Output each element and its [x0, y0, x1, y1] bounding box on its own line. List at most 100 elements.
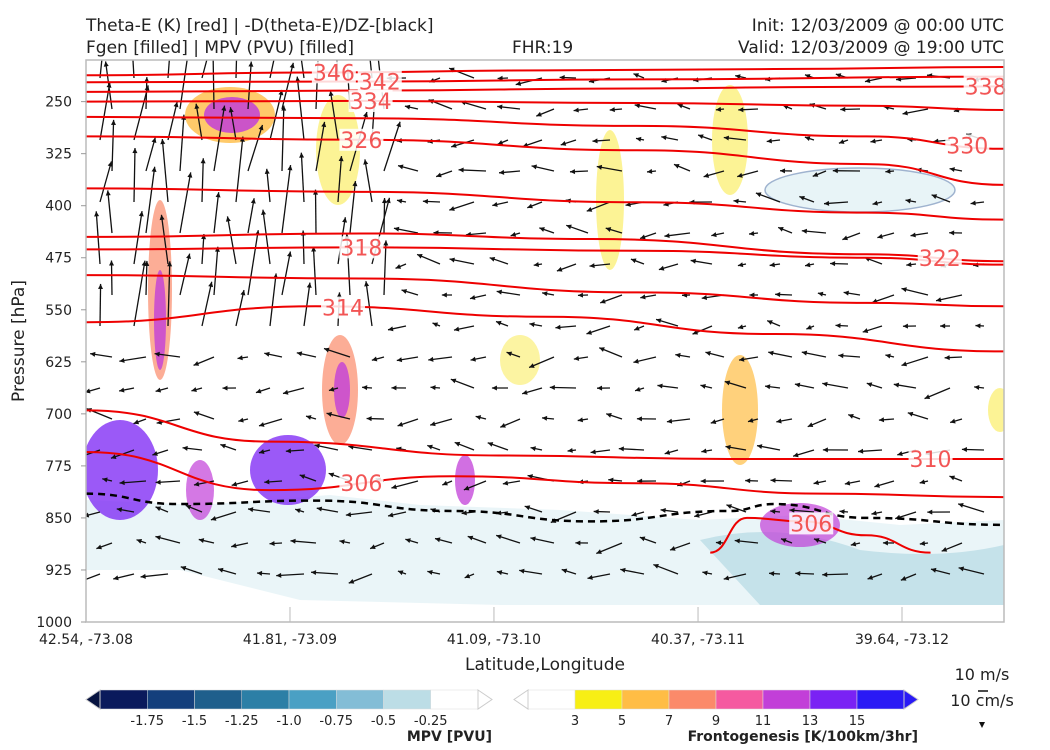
wind-vector-shaft	[266, 168, 271, 203]
wind-vector-shaft	[213, 246, 219, 296]
colorbar-segment	[809, 689, 858, 710]
wind-vector-head	[639, 536, 646, 542]
y-tick-label: 400	[45, 199, 72, 215]
contour-label-bg	[908, 447, 953, 470]
wind-vector-head	[106, 82, 112, 88]
wind-vector-shaft	[383, 240, 387, 296]
frontogenesis-colorbar: 3 5 7 9 11 13 15	[513, 689, 919, 729]
wind-vector-head	[276, 572, 282, 578]
wind-vector-head	[724, 380, 731, 386]
y-axis: 250 325 400 475 550 625 700 775 850 925 1000	[36, 95, 86, 631]
wind-vector-head	[248, 61, 254, 67]
wind-vector-head	[155, 387, 162, 393]
wind-vector-head	[194, 103, 200, 110]
wind-vector-head	[874, 482, 880, 488]
wind-vector-head	[636, 136, 642, 142]
wind-vector-head	[919, 479, 926, 485]
y-tick-label: 550	[45, 303, 72, 319]
wind-vector-head	[560, 141, 567, 146]
colorbar-tick-label: -0.5	[371, 714, 396, 729]
wind-vector-head	[631, 511, 638, 517]
wind-vector-head	[606, 412, 612, 418]
wind-vector-head	[430, 385, 436, 391]
wind-vector-head	[86, 388, 91, 394]
contour-label-bg	[357, 70, 402, 93]
wind-vector-head	[872, 200, 878, 206]
wind-vector-head	[919, 540, 926, 546]
contour-label-bg	[945, 134, 990, 157]
wind-vector-head	[737, 262, 744, 268]
wind-vector-head	[422, 198, 428, 204]
theta-e-contour-label: 322	[919, 247, 961, 272]
colorbar-segment	[194, 689, 242, 710]
wind-vector-head	[577, 292, 584, 298]
wind-vector-head	[838, 353, 844, 359]
wind-vector-head	[185, 504, 192, 510]
wind-vector-shaft	[179, 253, 191, 296]
colorbar-extend-min	[85, 689, 101, 710]
wind-vector-head	[207, 46, 212, 51]
wind-vector-head	[316, 506, 323, 512]
wind-vector-head	[155, 535, 161, 541]
wind-vector-head	[90, 351, 96, 357]
wind-vector-head	[391, 484, 397, 490]
wind-vector-head	[715, 540, 722, 546]
contour-label-bg	[339, 236, 384, 259]
wind-vector-shaft	[133, 260, 146, 327]
wind-vector-shaft	[247, 124, 264, 172]
wind-vector-head	[755, 192, 762, 198]
wind-vector-head	[259, 422, 265, 427]
wind-vector-head	[428, 356, 434, 362]
wind-vector-head	[391, 385, 397, 391]
wind-vector-head	[208, 281, 214, 288]
wind-vector-head	[530, 446, 536, 452]
title-right-2: Valid: 12/03/2009 @ 19:00 UTC	[738, 38, 1004, 58]
wind-vector-head	[397, 570, 404, 576]
wind-vector-head	[154, 351, 160, 357]
wind-vector-shaft	[281, 251, 292, 296]
wind-vector-head	[647, 168, 653, 174]
wind-vector-head	[635, 386, 641, 392]
theta-e-contour-label: 334	[350, 90, 392, 115]
wind-vector-head	[675, 352, 681, 358]
wind-vector-shaft	[281, 164, 292, 234]
wind-vector-head	[269, 540, 275, 546]
wind-vector-head	[812, 172, 819, 177]
wind-vector-head	[703, 173, 710, 178]
wind-vector-head	[600, 298, 606, 304]
wind-vector-shaft	[235, 60, 238, 79]
wind-vector-head	[264, 351, 270, 357]
wind-vector-head	[702, 570, 708, 576]
wind-vector-head	[221, 105, 227, 111]
wind-vector-shaft	[179, 60, 188, 110]
wind-vector-head	[749, 230, 755, 236]
colorbar-segment	[430, 689, 479, 710]
wind-vector-head	[363, 111, 368, 118]
wind-vector-head	[264, 479, 270, 485]
wind-vector-head	[458, 167, 464, 173]
wind-vector-shaft	[226, 216, 237, 265]
wind-vector-head	[388, 326, 394, 332]
wind-vector-shaft	[167, 60, 170, 79]
wind-vector-head	[461, 510, 467, 516]
wind-vector-head	[363, 159, 369, 165]
colorbar-tick-label: -0.25	[414, 714, 448, 729]
wind-vector-head	[927, 509, 933, 515]
wind-vector-head	[506, 351, 513, 357]
wind-vector-head	[941, 547, 948, 552]
wind-vector-shaft	[107, 190, 113, 234]
wind-vector-head	[599, 347, 605, 352]
wind-vector-shaft	[247, 230, 259, 296]
wind-vector-head	[592, 138, 598, 144]
wind-vector-shaft	[99, 60, 103, 79]
wind-vector-head	[299, 152, 305, 158]
colorbar-tick-label: 11	[755, 714, 772, 729]
wind-vector-head	[306, 415, 312, 420]
wind-vector-head	[240, 290, 246, 296]
wind-vector-head	[427, 569, 433, 575]
wind-vector-head	[769, 571, 775, 577]
theta-e-contour-label: 326	[340, 129, 382, 154]
wind-vector-head	[155, 479, 161, 485]
theta-e-contour	[86, 75, 1004, 84]
wind-vector-head	[596, 549, 602, 554]
